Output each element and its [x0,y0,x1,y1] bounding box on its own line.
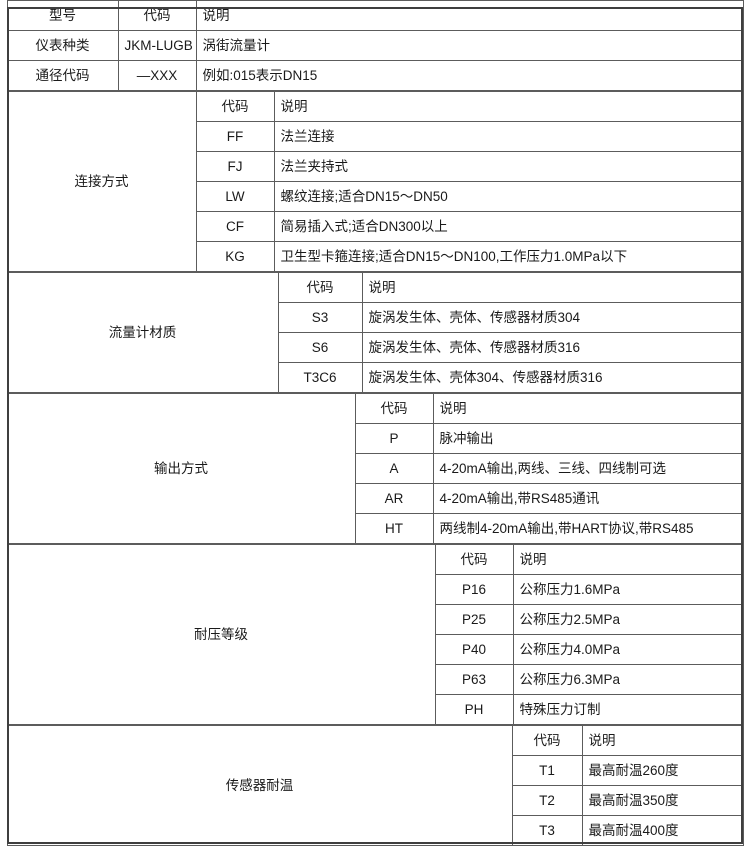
desc-t3c6: 旋涡发生体、壳体304、传感器材质316 [361,362,744,393]
code-p40: P40 [434,634,514,665]
code-ar: AR [354,483,434,514]
column-header-code: 代码 [511,725,583,756]
column-header-desc: 说明 [581,725,744,756]
row-code-instrument-type: JKM-LUGB [117,30,197,61]
section-label-connection-type: 连接方式 [6,91,197,272]
code-a: A [354,453,434,484]
desc-ff: 法兰连接 [273,121,744,152]
table-row: HT 两线制4-20mA输出,带HART协议,带RS485 [7,513,744,544]
code-t3c6: T3C6 [277,362,363,393]
code-ff: FF [195,121,275,152]
table-row: P16 公称压力1.6MPa [7,574,744,605]
desc-p: 脉冲输出 [432,423,744,454]
code-p: P [354,423,434,454]
desc-p25: 公称压力2.5MPa [512,604,744,635]
desc-p63: 公称压力6.3MPa [512,664,744,695]
desc-t3: 最高耐温400度 [581,815,744,846]
table-row: AR 4-20mA输出,带RS485通讯 [7,483,744,514]
section-connection-type: 连接方式 代码 说明 FF 法兰连接 FJ 法兰夹持式 LW 螺纹连接;适合DN… [6,91,744,272]
column-header-code: 代码 [195,91,275,122]
row-label-instrument-type: 仪表种类 [6,30,119,61]
table-header-row: 型号 代码 说明 [6,0,744,31]
code-s6: S6 [277,332,363,363]
code-ht: HT [354,513,434,544]
column-header-desc: 说明 [273,91,744,122]
desc-lw: 螺纹连接;适合DN15～DN50 [273,181,744,212]
table-row: P25 公称压力2.5MPa [7,604,744,635]
column-header-code: 代码 [434,544,514,575]
table-row: P 脉冲输出 [7,423,744,454]
row-desc-bore-code: 例如:015表示DN15 [195,60,744,91]
model-header-table: 型号 代码 说明 仪表种类 JKM-LUGB 涡街流量计 通径代码 —XXX 例… [6,0,744,91]
table-row: LW 螺纹连接;适合DN15～DN50 [7,181,744,212]
section-meter-material: 流量计材质 代码 说明 S3 旋涡发生体、壳体、传感器材质304 S6 旋涡发生… [6,272,744,393]
row-desc-instrument-type: 涡街流量计 [195,30,744,61]
code-p25: P25 [434,604,514,635]
table-row: PH 特殊压力订制 [7,694,744,725]
table-row: 仪表种类 JKM-LUGB 涡街流量计 [6,30,744,61]
column-header-desc: 说明 [432,393,744,424]
desc-ht: 两线制4-20mA输出,带HART协议,带RS485 [432,513,744,544]
column-header-code: 代码 [354,393,434,424]
table-row: 通径代码 —XXX 例如:015表示DN15 [6,60,744,91]
desc-t2: 最高耐温350度 [581,785,744,816]
section-pressure-rating: 耐压等级 代码 说明 P16 公称压力1.6MPa P25 公称压力2.5MPa… [6,544,744,725]
section-label-meter-material: 流量计材质 [6,272,279,393]
code-t3: T3 [511,815,583,846]
code-lw: LW [195,181,275,212]
code-p63: P63 [434,664,514,695]
section-sensor-temperature: 传感器耐温 代码 说明 T1 最高耐温260度 T2 最高耐温350度 T3 最… [6,725,744,846]
table-row: T2 最高耐温350度 [7,785,744,816]
column-header-model: 型号 [6,0,119,31]
code-ph: PH [434,694,514,725]
table-row: FJ 法兰夹持式 [7,151,744,182]
desc-kg: 卫生型卡箍连接;适合DN15～DN100,工作压力1.0MPa以下 [273,241,744,272]
desc-s6: 旋涡发生体、壳体、传感器材质316 [361,332,744,363]
desc-s3: 旋涡发生体、壳体、传感器材质304 [361,302,744,333]
column-header-desc: 说明 [512,544,744,575]
code-t2: T2 [511,785,583,816]
column-header-code: 代码 [277,272,363,303]
column-header-code: 代码 [117,0,197,31]
desc-cf: 简易插入式;适合DN300以上 [273,211,744,242]
section-label-pressure-rating: 耐压等级 [6,544,436,725]
table-row: A 4-20mA输出,两线、三线、四线制可选 [7,453,744,484]
section-header-row: 传感器耐温 代码 说明 [6,725,744,846]
code-p16: P16 [434,574,514,605]
section-label-sensor-temperature: 传感器耐温 [6,725,513,846]
table-row: T3 最高耐温400度 [7,815,744,846]
table-row: CF 简易插入式;适合DN300以上 [7,211,744,242]
section-header-row: 流量计材质 代码 说明 [6,272,744,393]
desc-p40: 公称压力4.0MPa [512,634,744,665]
row-code-bore-code: —XXX [117,60,197,91]
column-header-desc: 说明 [361,272,744,303]
section-header-row: 耐压等级 代码 说明 [6,544,744,725]
row-label-bore-code: 通径代码 [6,60,119,91]
desc-t1: 最高耐温260度 [581,755,744,786]
section-label-output-type: 输出方式 [6,393,356,544]
code-cf: CF [195,211,275,242]
section-header-row: 输出方式 代码 说明 [6,393,744,544]
column-header-desc: 说明 [195,0,744,31]
table-row: KG 卫生型卡箍连接;适合DN15～DN100,工作压力1.0MPa以下 [7,241,744,272]
desc-ph: 特殊压力订制 [512,694,744,725]
desc-ar: 4-20mA输出,带RS485通讯 [432,483,744,514]
table-row: S6 旋涡发生体、壳体、传感器材质316 [7,332,744,363]
section-output-type: 输出方式 代码 说明 P 脉冲输出 A 4-20mA输出,两线、三线、四线制可选… [6,393,744,544]
section-header-row: 连接方式 代码 说明 [6,91,744,272]
table-row: T3C6 旋涡发生体、壳体304、传感器材质316 [7,362,744,393]
desc-a: 4-20mA输出,两线、三线、四线制可选 [432,453,744,484]
desc-p16: 公称压力1.6MPa [512,574,744,605]
code-fj: FJ [195,151,275,182]
desc-fj: 法兰夹持式 [273,151,744,182]
code-kg: KG [195,241,275,272]
code-t1: T1 [511,755,583,786]
table-row: T1 最高耐温260度 [7,755,744,786]
code-s3: S3 [277,302,363,333]
